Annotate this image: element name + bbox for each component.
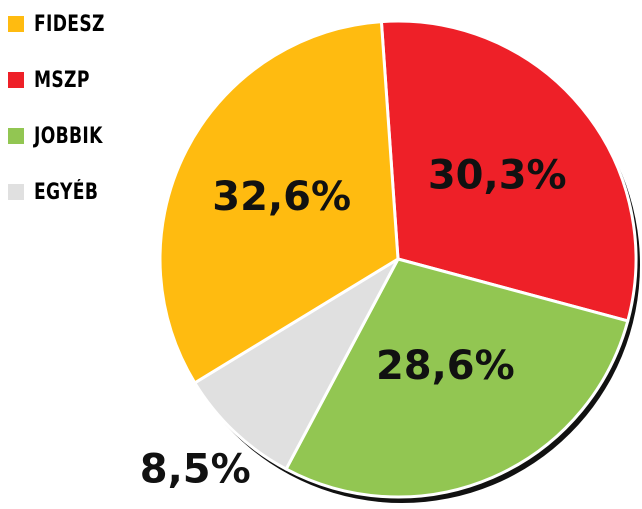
legend-item-egyeb: EGYÉB xyxy=(8,179,178,205)
chart-legend: FIDESZ MSZP JOBBIK EGYÉB xyxy=(8,12,178,236)
legend-item-mszp: MSZP xyxy=(8,67,178,93)
legend-label-mszp: MSZP xyxy=(34,67,90,93)
legend-swatch-egyeb xyxy=(8,184,24,200)
legend-label-fidesz: FIDESZ xyxy=(34,11,105,37)
pie-slice-egyeb xyxy=(193,257,400,471)
legend-item-fidesz: FIDESZ xyxy=(8,11,178,37)
pie-slice-jobbik xyxy=(284,257,630,499)
legend-swatch-mszp xyxy=(8,72,24,88)
pie-slices xyxy=(158,19,638,499)
legend-item-jobbik: JOBBIK xyxy=(8,123,178,149)
legend-swatch-fidesz xyxy=(8,16,24,32)
pie-value-label-fidesz: 32,6% xyxy=(212,174,351,220)
pie-value-labels: 30,3% 28,6% 8,5% 32,6% xyxy=(140,152,567,492)
pie-value-label-egyeb: 8,5% xyxy=(140,446,251,492)
legend-label-jobbik: JOBBIK xyxy=(34,123,103,149)
legend-label-egyeb: EGYÉB xyxy=(34,179,99,205)
pie-slice-mszp xyxy=(379,19,638,323)
legend-swatch-jobbik xyxy=(8,128,24,144)
pie-value-label-jobbik: 28,6% xyxy=(376,343,515,389)
pie-value-label-mszp: 30,3% xyxy=(428,152,567,198)
pie-slice-fidesz xyxy=(158,20,400,385)
